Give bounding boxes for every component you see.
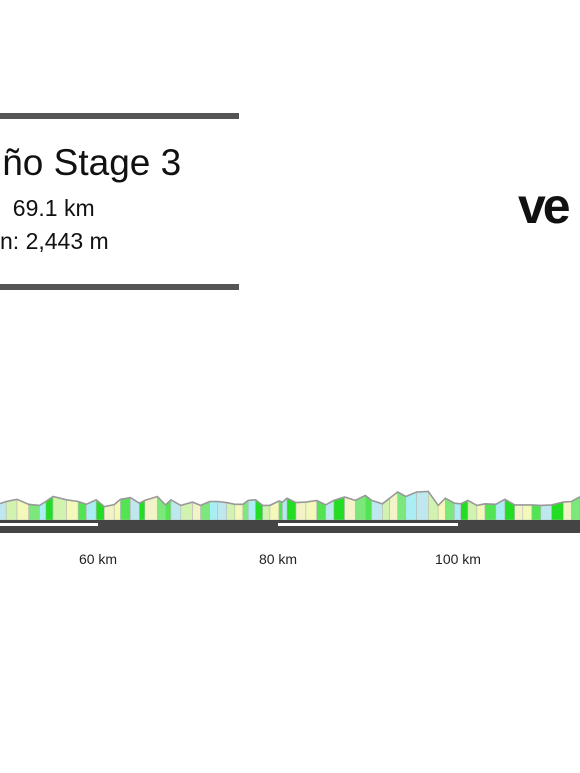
profile-segment [484, 503, 497, 521]
x-tick-label: 80 km [259, 551, 297, 567]
profile-segment [514, 504, 524, 521]
profile-segment [0, 501, 7, 521]
profile-segment [262, 505, 271, 521]
profile-segment [389, 491, 399, 521]
profile-segment [531, 504, 542, 521]
x-tick-label: 100 km [435, 551, 481, 567]
profile-segment [278, 500, 283, 521]
profile-segment [120, 497, 131, 521]
distance-base-bar [0, 520, 580, 533]
profile-segment [248, 499, 256, 521]
x-axis-ticks: 60 km 80 km 100 km [79, 551, 481, 567]
profile-segment [305, 500, 318, 521]
profile-segments [0, 490, 580, 521]
distance-scale-stripes [0, 523, 458, 526]
profile-outline [0, 490, 580, 508]
profile-segment [217, 501, 227, 521]
scale-stripe [0, 523, 98, 526]
profile-segment [209, 501, 218, 521]
profile-segment [416, 491, 429, 521]
profile-segment [522, 504, 533, 521]
scale-stripe [278, 523, 458, 526]
profile-segment [562, 501, 572, 521]
profile-segment [5, 498, 18, 521]
profile-segment [454, 502, 462, 521]
profile-segment [476, 503, 486, 521]
profile-segment [226, 502, 236, 521]
profile-segment [427, 490, 439, 521]
profile-segment [295, 501, 307, 521]
profile-segment [28, 503, 40, 521]
profile-segment [234, 504, 244, 521]
profile-segment [540, 504, 552, 521]
brand-logo: ve [518, 178, 571, 234]
x-tick-label: 60 km [79, 551, 117, 567]
profile-segment [66, 499, 79, 521]
